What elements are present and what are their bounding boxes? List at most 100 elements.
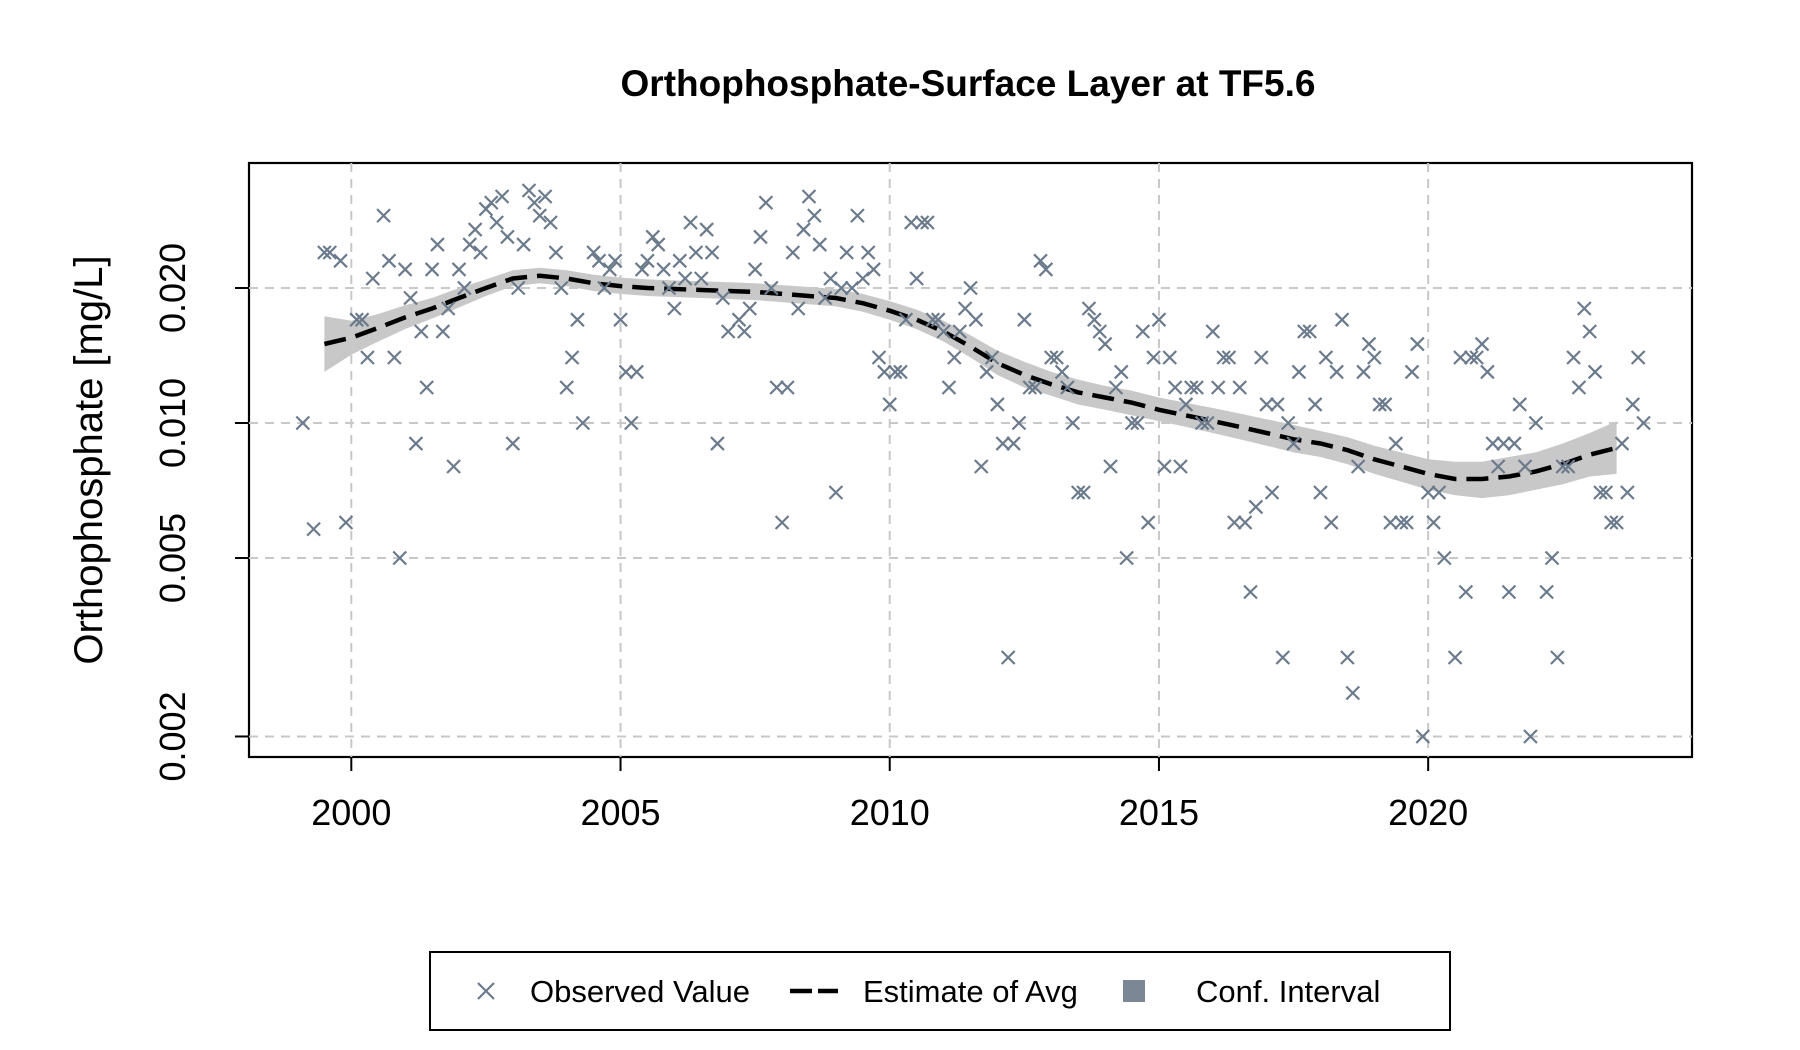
observed-point [467, 222, 483, 237]
observed-point [1609, 515, 1624, 530]
observed-point [1614, 436, 1630, 451]
observed-point [392, 550, 408, 566]
observed-point [758, 195, 774, 210]
observed-point [796, 222, 811, 237]
observed-point [807, 208, 822, 223]
observed-point [1146, 350, 1161, 365]
observed-point [1582, 324, 1597, 339]
observed-point [925, 312, 941, 327]
observed-point [591, 253, 607, 269]
observed-point [1097, 336, 1113, 352]
observed-point [812, 237, 828, 252]
observed-point [963, 280, 978, 296]
observed-point [1323, 515, 1339, 530]
observed-point [1070, 485, 1086, 500]
observed-point [1372, 397, 1387, 412]
legend-entries: Observed Value Estimate of Avg Conf. Inter… [477, 974, 1380, 1009]
observed-point [1340, 650, 1355, 665]
observed-point [1383, 515, 1398, 530]
observed-point [694, 271, 709, 286]
observed-point [532, 208, 548, 223]
y-tick-label: 0.010 [152, 378, 193, 468]
observed-point [1237, 515, 1253, 530]
observed-point [1270, 397, 1285, 412]
observed-point [930, 312, 946, 327]
observed-point [1490, 459, 1506, 474]
observed-point [527, 195, 542, 210]
y-tick-label: 0.020 [152, 243, 193, 333]
observed-point [1017, 312, 1032, 327]
x-tick-label: 2005 [580, 792, 660, 833]
observed-point [1507, 436, 1522, 451]
observed-point [559, 380, 574, 395]
observed-point [1253, 350, 1269, 365]
observed-point [500, 229, 515, 245]
observed-point [462, 237, 478, 252]
observed-point [1259, 397, 1274, 412]
observed-point [1221, 350, 1237, 365]
observed-point [1560, 459, 1576, 474]
observed-point [1404, 364, 1420, 380]
observed-point [1528, 415, 1544, 431]
observed-point [575, 415, 591, 431]
observed-point [570, 312, 585, 327]
observed-point [494, 189, 510, 204]
observed-point [1200, 415, 1215, 431]
observed-point [747, 262, 763, 277]
observed-point [1151, 312, 1167, 327]
observed-point [586, 245, 601, 260]
observed-point [1103, 459, 1118, 474]
x-tick-label: 2010 [850, 792, 930, 833]
observed-point [1345, 685, 1361, 701]
observed-point [898, 312, 914, 327]
observed-point [419, 380, 434, 395]
observed-point [1463, 350, 1479, 365]
observed-point [1173, 459, 1188, 474]
observed-point [866, 262, 881, 277]
observed-point [936, 324, 951, 339]
observed-point [882, 397, 898, 412]
observed-point [769, 380, 784, 395]
observed-point [613, 312, 628, 327]
observed-point [1264, 485, 1280, 500]
x-tick-label: 2000 [311, 792, 391, 833]
observed-point [979, 364, 994, 380]
observed-point [1539, 584, 1554, 600]
observed-point [1458, 584, 1474, 600]
legend-observed-symbol [477, 982, 495, 1000]
plot-frame [247, 161, 1694, 759]
observed-point [855, 271, 871, 286]
observed-point [780, 380, 795, 395]
observed-point [510, 280, 526, 296]
observed-point [1087, 312, 1102, 327]
legend-box [429, 951, 1451, 1031]
observed-point [990, 397, 1005, 412]
observed-point [995, 436, 1011, 451]
observed-point [333, 253, 348, 269]
observed-point [424, 262, 440, 277]
observed-point [1022, 380, 1038, 395]
observed-point [1318, 350, 1334, 365]
observed-point [1377, 397, 1393, 412]
observed-point [516, 237, 531, 252]
observed-point [1388, 436, 1404, 451]
observed-point [1636, 415, 1651, 431]
observed-point [957, 301, 973, 316]
observed-point [1108, 380, 1124, 395]
observed-point [1006, 436, 1021, 451]
observed-point [521, 183, 537, 198]
legend-confidence-label: Conf. Interval [1196, 974, 1380, 1009]
observed-point [1291, 364, 1307, 380]
observed-point [1027, 380, 1043, 395]
observed-point [667, 301, 682, 316]
observed-point [1415, 729, 1431, 744]
observed-point [1350, 459, 1366, 474]
observed-point [306, 521, 321, 537]
observed-point [537, 189, 553, 204]
observed-point [440, 301, 456, 316]
observed-point [968, 312, 984, 327]
observed-point [1329, 364, 1344, 380]
observed-point [1474, 336, 1490, 352]
observed-point [1216, 350, 1231, 365]
chart-title: Orthophosphate-Surface Layer at TF5.6 [621, 63, 1316, 104]
